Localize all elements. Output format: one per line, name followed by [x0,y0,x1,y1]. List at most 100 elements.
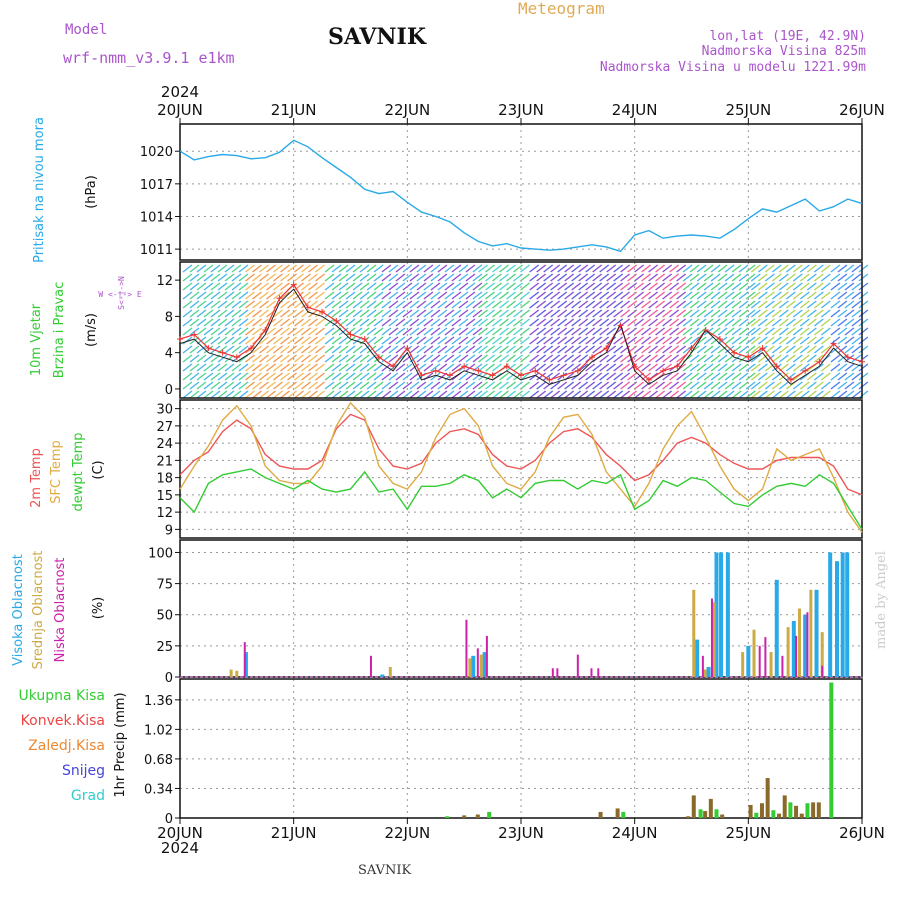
wind-barb-stroke [536,273,547,282]
wind-barb-stroke [437,291,448,300]
wind-barb-stroke [585,291,596,300]
wind-barb-stroke [373,372,384,381]
high-cloud-bar [774,579,779,677]
wind-barb-stroke [416,282,427,291]
wind-barb-stroke [315,381,325,390]
wind-barb-stroke [830,336,841,345]
wind-barb-stroke [366,336,377,345]
high-cloud-bar [380,674,385,677]
legend-snow: Snijeg [62,763,105,779]
wind-barb-stroke [745,300,756,309]
wind-barb-stroke [599,372,610,381]
wind-barb-stroke [273,309,283,318]
wind-barb-stroke [717,381,728,390]
wind-barb-stroke [813,336,824,345]
wind-barb-stroke [676,381,687,390]
wind-barb-stroke [682,273,693,282]
wind-barb-stroke [606,345,617,354]
wind-barb-stroke [465,327,476,336]
wind-barb-stroke [444,300,455,309]
wind-barb-stroke [252,327,262,336]
wind-barb-stroke [543,345,554,354]
high-cloud-bar [814,589,819,677]
wind-barb-stroke [669,273,680,282]
wind-barb-stroke [806,354,817,363]
wind-barb-stroke [485,291,495,300]
wind-barb-stroke [196,264,207,273]
wind-barb-stroke [499,291,509,300]
wind-barb-stroke [373,309,384,318]
wind-barb-stroke [423,318,434,327]
wind-barb-stroke [550,273,561,282]
wind-barb-stroke [858,336,869,345]
wind-barb-stroke [252,264,262,273]
precip-bar [703,811,708,818]
wind-barb-stroke [662,363,673,372]
precip-y-tick-label: 1.36 [144,694,173,709]
wind-barb-stroke [315,354,325,363]
wind-barb-stroke [599,318,610,327]
wind-barb-stroke [458,327,469,336]
wind-barb-stroke [696,390,707,399]
wind-barb-stroke [451,363,462,372]
year-label-bottom: 2024 [161,839,199,857]
wind-barb-stroke [345,363,356,372]
wind-barb-stroke [331,372,342,381]
wind-barb-stroke [381,309,392,318]
wind-barb-stroke [444,282,455,291]
wind-barb-stroke [655,363,666,372]
wind-barb-stroke [331,381,342,390]
wind-barb-stroke [492,300,502,309]
wind-barb-stroke [820,273,831,282]
wind-barb-stroke [373,390,384,399]
wind-barb-stroke [813,318,824,327]
wind-barb-stroke [844,381,855,390]
wind-barb-stroke [620,282,631,291]
wind-barb-stroke [381,327,392,336]
wind-barb-stroke [592,372,603,381]
wind-barb-stroke [757,300,768,309]
panel-labels: Pritisak na nivou mora (hPa) 10m Vjetar … [11,117,142,804]
wind-barb-stroke [792,282,803,291]
wind-barb-stroke [592,345,603,354]
wind-barb-stroke [620,354,631,363]
wind-barb-stroke [620,309,631,318]
wind-barb-stroke [662,354,673,363]
wind-barb-stroke [203,390,214,399]
wind-barb-stroke [485,336,495,345]
wind-barb-stroke [499,372,509,381]
cloud-label-1: Visoka Oblacnost [11,554,26,666]
wind-barb-stroke [238,363,249,372]
wind-barb-stroke [280,336,290,345]
wind-barb-stroke [444,381,455,390]
wind-barb-stroke [210,345,221,354]
wind-barb-stroke [724,327,735,336]
wind-barb-stroke [196,309,207,318]
wind-barb-stroke [520,363,530,372]
wind-barb-stroke [592,273,603,282]
wind-barb-stroke [557,372,568,381]
wind-barb-stroke [266,291,276,300]
wind-barb-stroke [564,300,575,309]
low-cloud-bar [795,635,798,677]
wind-barb-stroke [676,354,687,363]
wind-barb-stroke [451,309,462,318]
wind-barb-stroke [273,345,283,354]
wind-barb-stroke [359,327,370,336]
wind-barb-stroke [792,390,803,399]
wind-barb-stroke [359,381,370,390]
wind-barb-stroke [792,363,803,372]
wind-barb-stroke [578,309,589,318]
wind-barb-stroke [381,336,392,345]
wind-barb-stroke [620,381,631,390]
wind-barb-stroke [634,264,645,273]
x-tick-label-bottom: 24JUN [612,824,658,842]
wind-barb-stroke [359,363,370,372]
wind-barb-stroke [750,273,761,282]
wind-barb-stroke [210,318,221,327]
precip-bar [788,802,793,818]
dewpoint-line [179,468,863,530]
wind-barb-stroke [750,300,761,309]
wind-barb-stroke [352,327,363,336]
wind-barb-stroke [655,318,666,327]
